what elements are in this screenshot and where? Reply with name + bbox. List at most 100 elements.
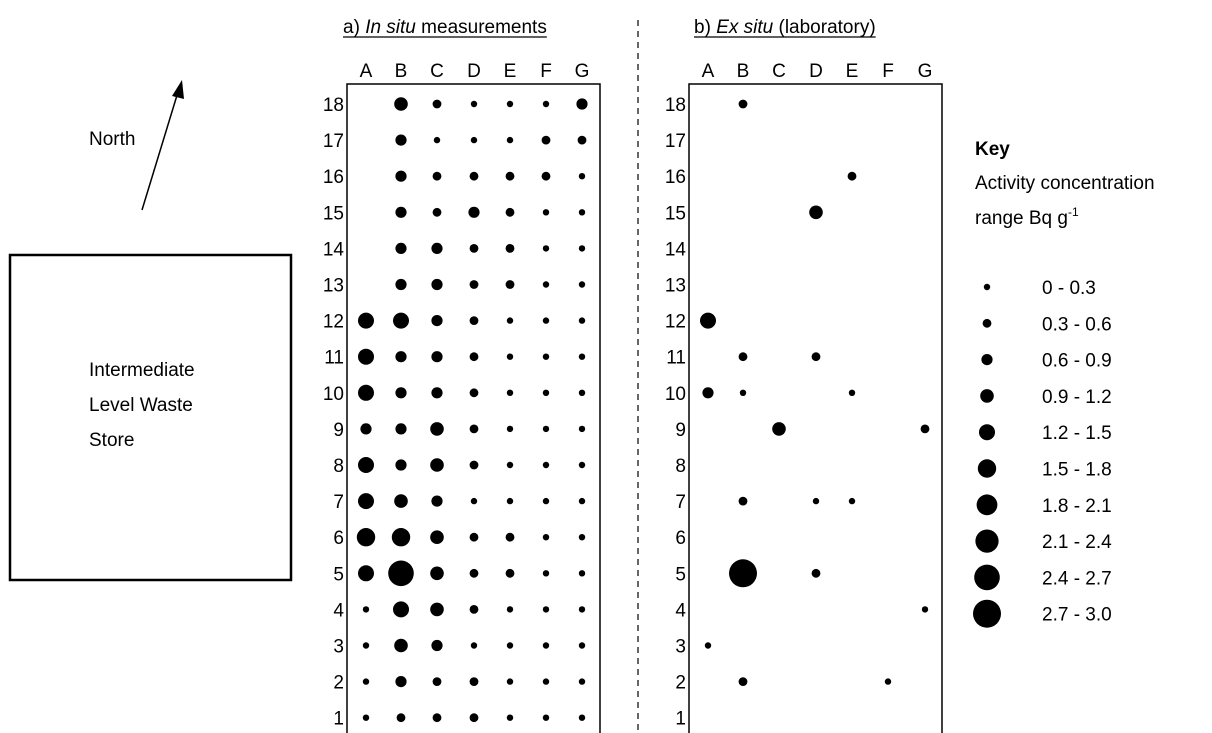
legend-label-3: 0.6 - 0.9 (1042, 351, 1112, 372)
legend-label-9: 2.4 - 2.7 (1042, 568, 1112, 589)
panel-a-marker-c18 (432, 99, 442, 109)
panel-a-marker-c8 (430, 458, 444, 472)
panel-a-marker-g7 (578, 497, 586, 505)
panel-a-marker-g8 (578, 461, 586, 469)
panel-b-row-label-7: 7 (675, 492, 686, 513)
panel-a-marker-d17 (470, 136, 478, 144)
panel-b-column-labels: A B C D E F G (702, 61, 933, 82)
panel-b-row-label-16: 16 (665, 167, 686, 188)
panel-a-row-label-11: 11 (324, 348, 344, 369)
legend-marker-6 (977, 459, 997, 478)
panel-b-marker-c9 (772, 422, 786, 436)
legend-marker-7 (976, 494, 998, 516)
panel-a-marker-d9 (469, 424, 479, 434)
panel-b-row-label-10: 10 (665, 384, 686, 405)
legend-marker-8 (975, 529, 999, 553)
panel-a-marker-f15 (542, 209, 550, 216)
panel-a-row-label-1: 1 (333, 709, 344, 730)
panel-b-marker-b18 (738, 99, 748, 109)
panel-a-marker-b6 (391, 528, 411, 547)
legend-title: Key (975, 139, 1010, 160)
panel-b-marker-b11 (738, 352, 748, 362)
panel-b-row-label-12: 12 (665, 312, 686, 333)
panel-b-row-labels: 18 17 16 15 14 13 12 11 10 9 8 7 6 5 4 3 2 1 (665, 95, 687, 730)
north-label: North (89, 129, 135, 150)
panel-b-row-label-1: 1 (675, 709, 686, 730)
panel-a-marker-a2 (362, 678, 370, 685)
panel-a-marker-f7 (542, 497, 550, 505)
panel-a-marker-b14 (395, 242, 407, 254)
panel-a-marker-e7 (506, 497, 514, 505)
panel-a-row-label-15: 15 (323, 203, 344, 224)
panel-a-column-label-d: D (467, 61, 481, 82)
panel-a-marker-b18 (394, 97, 408, 111)
panel-a-marker-g12 (578, 317, 586, 324)
panel-a-marker-c13 (431, 278, 443, 291)
panel-a-marker-a9 (360, 423, 372, 435)
panel-a-marker-e11 (506, 353, 514, 360)
panel-a-marker-g1 (578, 714, 586, 721)
panel-b-row-label-15: 15 (665, 203, 686, 224)
panel-a-marker-b5 (388, 560, 414, 587)
legend-subtitle-line-2: range Bq g-1 (975, 205, 1079, 229)
panel-a-marker-a3 (362, 642, 370, 649)
panel-a-row-label-8: 8 (333, 456, 344, 477)
panel-a-marker-f6 (542, 534, 550, 541)
panel-a-marker-g17 (577, 135, 587, 145)
panel-a-marker-f13 (542, 281, 550, 288)
panel-a-marker-b13 (395, 278, 407, 291)
panel-a-marker-a4 (362, 606, 370, 613)
panel-a-marker-c17 (433, 136, 441, 144)
panel-a-marker-b16 (395, 170, 407, 182)
panel-a-marker-e4 (506, 606, 514, 613)
panel-b-column-label-e: E (846, 61, 859, 82)
panel-a-marker-b2 (395, 676, 407, 688)
panel-a-marker-c6 (430, 530, 444, 544)
panel-b-row-label-5: 5 (675, 564, 686, 585)
panel-a-marker-b3 (394, 638, 408, 653)
panel-b-marker-d11 (811, 352, 821, 362)
panel-a-row-label-6: 6 (333, 528, 344, 549)
panel-a-marker-d2 (469, 677, 479, 686)
legend: Key Activity concentration range Bq g-1 … (973, 139, 1155, 628)
legend-marker-10 (973, 599, 1001, 628)
panel-a-marker-b7 (394, 494, 408, 508)
panel-a-marker-g2 (578, 678, 586, 685)
legend-marker-9 (974, 564, 1000, 591)
panel-a-column-label-b: B (395, 61, 408, 82)
panel-b-row-label-8: 8 (675, 456, 686, 477)
panel-b-row-label-4: 4 (675, 600, 686, 621)
panel-a-marker-g3 (578, 642, 586, 649)
panel-a-marker-b8 (395, 459, 407, 471)
panel-a-marker-b12 (393, 312, 409, 329)
panel-a-marker-f9 (542, 425, 550, 433)
legend-label-4: 0.9 - 1.2 (1042, 387, 1112, 408)
panel-b-row-label-11: 11 (666, 348, 686, 369)
panel-a-marker-f8 (542, 461, 550, 469)
panel-a-marker-g18 (576, 98, 588, 110)
legend-label-8: 2.1 - 2.4 (1042, 532, 1112, 553)
panel-a-marker-c10 (431, 387, 443, 399)
panel-b-column-label-a: A (702, 61, 715, 82)
panel-a-marker-g16 (578, 173, 586, 180)
store-label-line-2: Level Waste (89, 395, 193, 416)
panel-a-marker-a6 (356, 528, 376, 547)
panel-b-row-label-6: 6 (675, 528, 686, 549)
panel-a-marker-c14 (431, 242, 443, 254)
panel-a-marker-c15 (432, 207, 442, 217)
panel-a-marker-b11 (395, 351, 407, 363)
panel-a-marker-d12 (469, 316, 479, 325)
panel-a-row-label-14: 14 (323, 239, 345, 260)
panel-b-marker-d7 (812, 497, 820, 505)
panel-b-marker-f2 (884, 678, 892, 685)
legend-label-5: 1.2 - 1.5 (1042, 423, 1112, 444)
panel-a-marker-d15 (468, 206, 480, 218)
panel-a-marker-d8 (469, 460, 479, 470)
panel-b-column-label-g: G (918, 61, 933, 82)
panel-b-marker-e7 (848, 497, 856, 505)
panel-a-column-label-g: G (575, 61, 590, 82)
panel-a-markers (356, 97, 588, 723)
panel-b-column-label-d: D (809, 61, 823, 82)
panel-b-column-label-b: B (737, 61, 750, 82)
